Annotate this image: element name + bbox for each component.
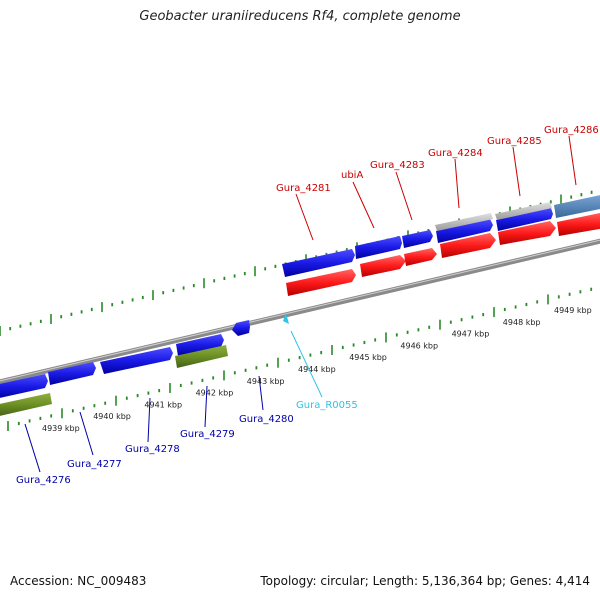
gene-gura-4281[interactable]	[282, 249, 355, 277]
green-feature-2	[175, 345, 228, 368]
topology-text: Topology: circular; Length: 5,136,364 bp…	[260, 574, 590, 588]
gene-gura-4278[interactable]	[100, 347, 173, 374]
rna-gura-r0055[interactable]	[283, 313, 289, 324]
label-gura-r0055[interactable]: Gura_R0055	[296, 400, 358, 411]
green-feature-1	[0, 393, 52, 416]
genome-backbone-highlight	[0, 239, 600, 382]
top-leader-lines	[295, 135, 577, 241]
label-gura-4277[interactable]: Gura_4277	[67, 459, 122, 470]
genome-backbone	[0, 238, 600, 385]
gene-red-2[interactable]	[360, 255, 406, 277]
rna-leader-line	[290, 330, 323, 398]
label-gura-4278[interactable]: Gura_4278	[125, 444, 180, 455]
tick-label: 4946 kbp	[400, 341, 438, 350]
gene-gura-4283[interactable]	[402, 230, 433, 248]
inner-tick-track	[7, 287, 593, 431]
gene-red-4[interactable]	[440, 233, 496, 258]
tick-labels: 4939 kbp 4940 kbp 4941 kbp 4942 kbp 4943 kbp…	[42, 306, 592, 433]
gene-gura-4285[interactable]	[496, 208, 553, 231]
gene-gura-4286[interactable]	[554, 194, 600, 218]
gene-gura-4277[interactable]	[48, 362, 96, 385]
bottom-gene-labels: Gura_4276 Gura_4277 Gura_4278 Gura_4279 …	[16, 400, 358, 486]
label-gura-4283[interactable]: Gura_4283	[370, 160, 425, 171]
map-title: Geobacter uraniireducens Rf4, complete g…	[139, 9, 461, 24]
tick-label: 4939 kbp	[42, 424, 80, 433]
accession-text: Accession: NC_009483	[10, 574, 147, 588]
tick-label: 4945 kbp	[349, 353, 387, 362]
label-gura-4281[interactable]: Gura_4281	[276, 183, 331, 194]
gene-red-5[interactable]	[498, 221, 556, 245]
tick-label: 4948 kbp	[503, 318, 541, 327]
gene-gura-4284[interactable]	[436, 219, 493, 243]
label-gura-4276[interactable]: Gura_4276	[16, 475, 71, 486]
label-ubia[interactable]: ubiA	[341, 170, 363, 181]
label-gura-4284[interactable]: Gura_4284	[428, 148, 483, 159]
label-gura-4285[interactable]: Gura_4285	[487, 136, 542, 147]
gene-gura-4279[interactable]	[176, 334, 224, 356]
gene-red-6[interactable]	[557, 212, 600, 236]
gene-gura-4276[interactable]	[0, 374, 48, 399]
tick-label: 4941 kbp	[144, 400, 182, 409]
top-gene-labels: Gura_4281 ubiA Gura_4283 Gura_4284 Gura_…	[276, 125, 599, 194]
gene-ubia[interactable]	[355, 236, 402, 259]
tick-label: 4942 kbp	[196, 389, 234, 398]
tick-label: 4949 kbp	[554, 306, 592, 315]
bottom-leader-lines	[24, 375, 264, 473]
label-gura-4279[interactable]: Gura_4279	[180, 429, 235, 440]
gene-gura-4280[interactable]	[232, 320, 250, 336]
gene-red-1[interactable]	[286, 269, 356, 296]
tick-label: 4944 kbp	[298, 365, 336, 374]
tick-label: 4947 kbp	[452, 330, 490, 339]
grey-feature-4285	[495, 202, 552, 220]
label-gura-4286[interactable]: Gura_4286	[544, 125, 599, 136]
grey-feature-4284	[435, 213, 493, 231]
label-gura-4280[interactable]: Gura_4280	[239, 414, 294, 425]
tick-label: 4940 kbp	[93, 412, 131, 421]
gene-red-3[interactable]	[404, 248, 437, 266]
tick-label: 4943 kbp	[247, 377, 285, 386]
